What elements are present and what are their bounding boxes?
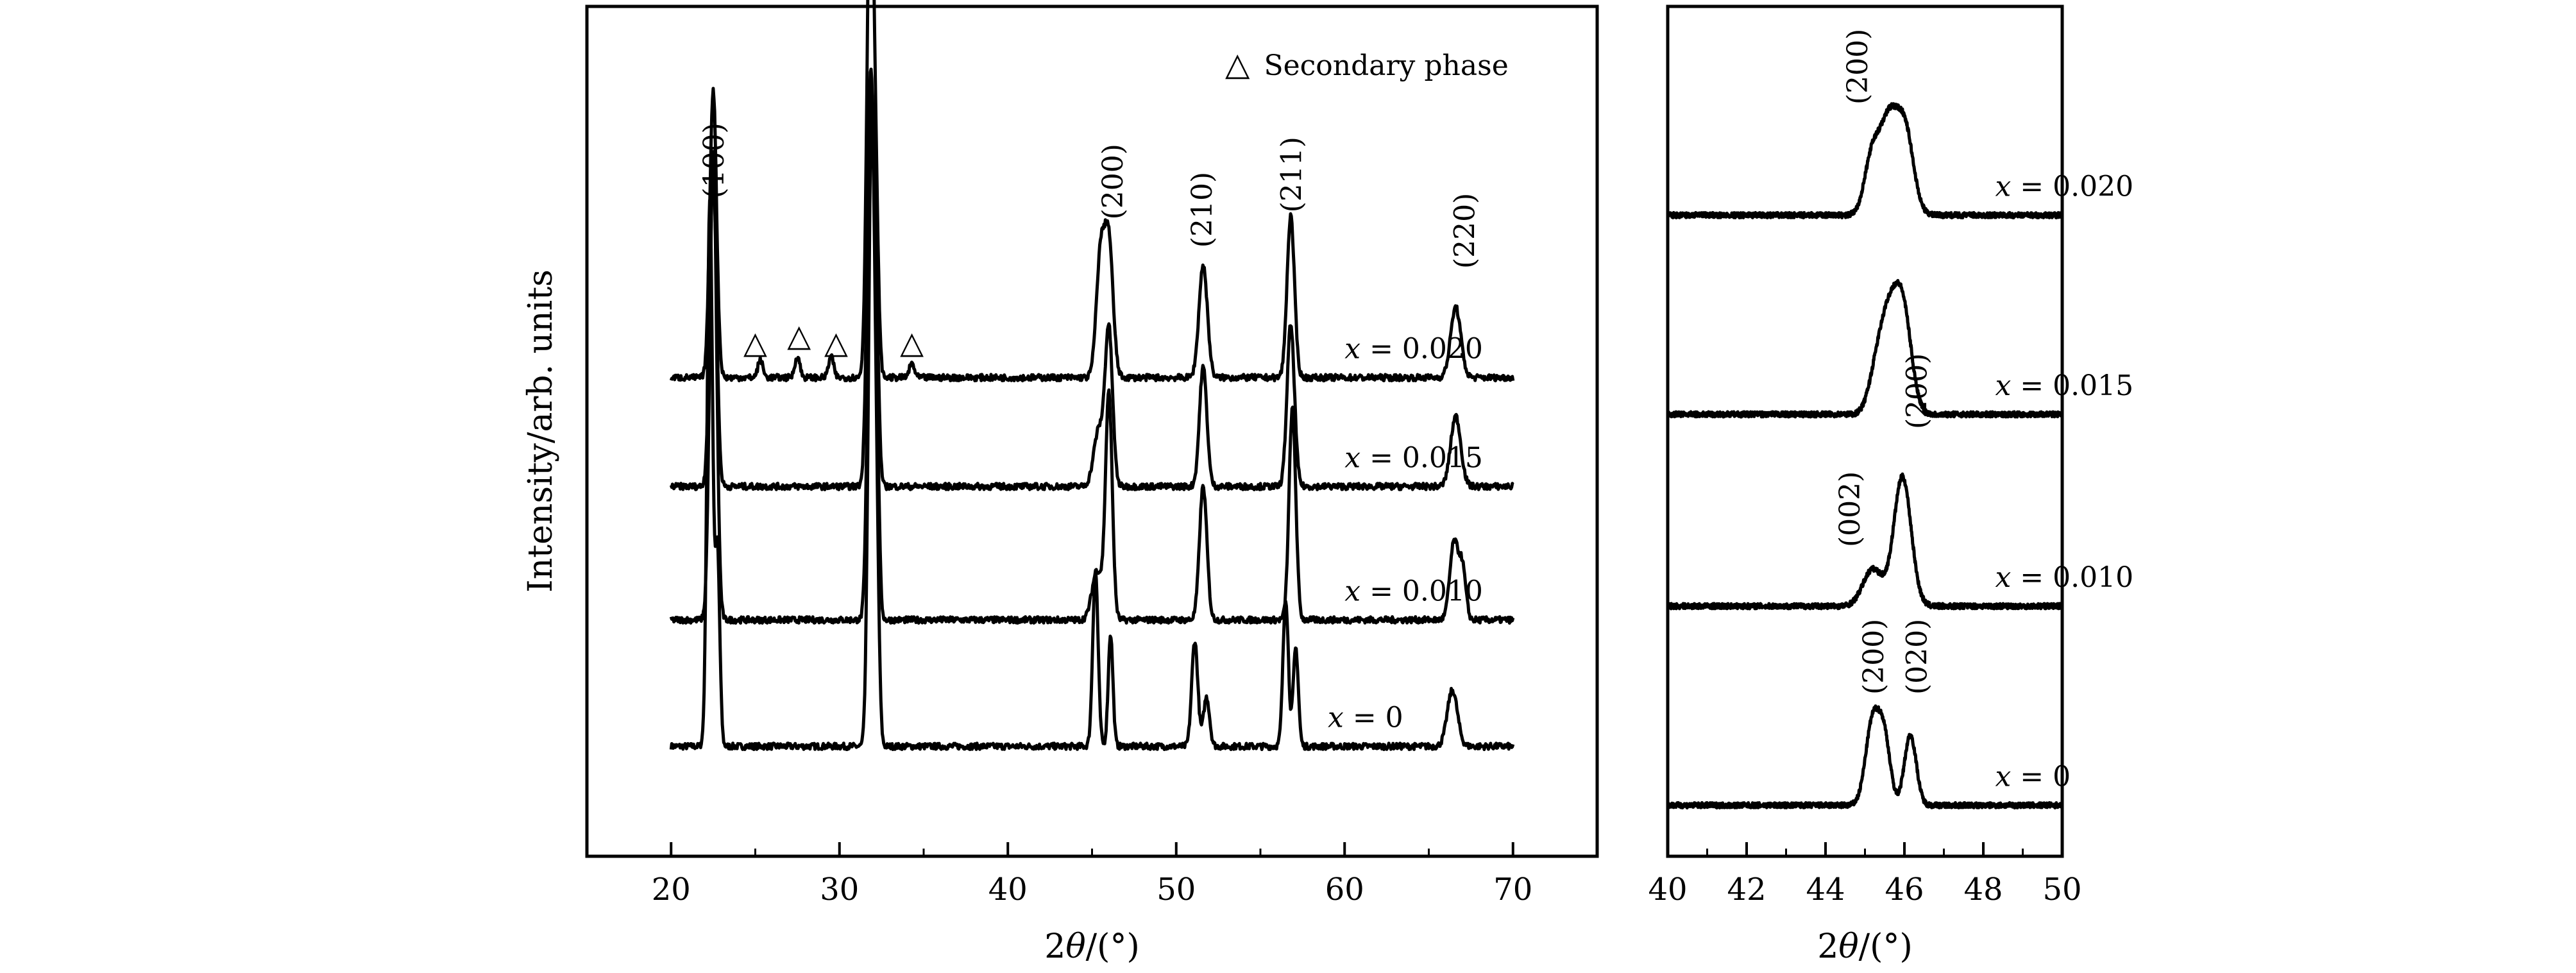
x-tick-label: 20: [652, 872, 691, 908]
peak-annotation: (020): [1901, 619, 1933, 695]
series-line: [1666, 704, 2063, 809]
peak-annotation: (220): [1449, 193, 1482, 269]
series-label: x = 0.020: [1344, 333, 1483, 366]
peak-annotation: (200): [1858, 619, 1890, 695]
x-tick-label: 50: [1157, 872, 1196, 908]
series-line: [669, 0, 1515, 383]
secondary-phase-marker: △: [743, 325, 767, 360]
series-line: [1666, 102, 2064, 219]
series-line: [1666, 278, 2063, 419]
legend-entry: △ Secondary phase: [1225, 46, 1509, 83]
peak-annotation: (200): [1842, 29, 1874, 105]
x-axis-title: 2θ/(°): [1817, 927, 1913, 966]
x-tick-label: 46: [1885, 872, 1924, 908]
peak-annotation: (200): [1901, 353, 1933, 429]
series-line: [669, 90, 1515, 625]
series-label: x = 0.010: [1995, 561, 2133, 594]
x-tick-label: 48: [1963, 872, 2003, 908]
x-tick-label: 60: [1325, 872, 1364, 908]
series-line: [669, 67, 1514, 491]
series-label: x = 0.010: [1344, 575, 1483, 608]
secondary-phase-marker: △: [787, 317, 811, 353]
series-label: x = 0.015: [1995, 369, 2133, 402]
peak-annotation: (200): [1097, 144, 1130, 219]
series-line: [1666, 472, 2064, 611]
right-panel: 40 42 44 46 48 50 2θ/(°) x = 0 x = 0.010 x = 0.01…: [1648, 4, 2133, 966]
x-tick-label: 40: [988, 872, 1028, 908]
left-panel: 20 30 40 50 60 70 2θ/(°) Intensity/arb. units x …: [521, 0, 1599, 966]
x-tick-label: 44: [1806, 872, 1845, 908]
series-label: x = 0.015: [1344, 441, 1483, 474]
secondary-phase-marker: △: [824, 325, 848, 360]
series-label: x = 0: [1995, 761, 2071, 793]
peak-annotation: (210): [1186, 172, 1219, 248]
x-tick-label: 40: [1648, 872, 1687, 908]
y-axis-title: Intensity/arb. units: [521, 269, 560, 593]
series-label: x = 0.020: [1995, 171, 2133, 203]
x-axis-title: 2θ/(°): [1044, 927, 1140, 966]
series-label: x = 0: [1328, 702, 1403, 734]
x-tick-label: 70: [1493, 872, 1532, 908]
series-line: [669, 97, 1515, 751]
peak-annotation: (002): [1834, 471, 1867, 547]
x-tick-label: 50: [2042, 872, 2081, 908]
secondary-phase-marker: △: [900, 325, 924, 360]
peak-annotation: (100): [698, 123, 731, 198]
x-tick-label: 30: [820, 872, 859, 908]
peak-annotation: (211): [1275, 137, 1308, 212]
x-tick-label: 42: [1727, 872, 1766, 908]
